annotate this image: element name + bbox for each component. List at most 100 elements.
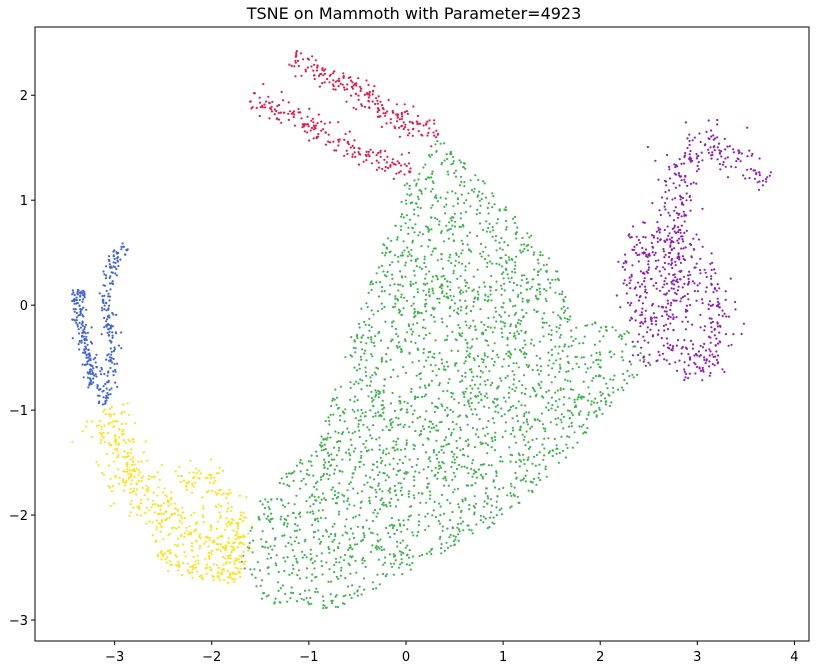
scatter-point: [273, 108, 276, 111]
scatter-point: [103, 326, 106, 329]
scatter-point: [304, 538, 307, 541]
y-tick-label: 0: [20, 299, 28, 314]
scatter-point: [668, 255, 671, 259]
scatter-point: [260, 597, 264, 600]
scatter-point: [388, 501, 391, 504]
y-tick-label: 2: [20, 89, 28, 104]
scatter-point: [368, 502, 371, 505]
scatter-point: [255, 106, 258, 109]
scatter-point: [671, 349, 674, 352]
scatter-point: [418, 311, 421, 314]
scatter-point: [682, 210, 685, 213]
scatter-point: [685, 347, 689, 350]
scatter-point: [138, 471, 141, 474]
scatter-point: [335, 594, 338, 597]
scatter-point: [100, 368, 104, 371]
scatter-point: [427, 245, 430, 248]
scatter-point: [356, 590, 359, 593]
scatter-point: [514, 233, 517, 236]
scatter-point: [409, 283, 412, 286]
scatter-point: [515, 386, 518, 389]
scatter-point: [402, 426, 405, 429]
scatter-point: [360, 454, 363, 457]
scatter-point: [371, 519, 374, 523]
scatter-point: [360, 388, 363, 391]
scatter-point: [351, 432, 354, 435]
scatter-point: [448, 378, 451, 381]
scatter-point: [371, 374, 374, 377]
scatter-point: [495, 471, 498, 475]
scatter-point: [680, 179, 683, 182]
scatter-point: [539, 251, 542, 254]
scatter-point: [375, 366, 378, 369]
scatter-point: [663, 268, 667, 271]
scatter-point: [568, 435, 571, 439]
scatter-point: [491, 437, 494, 440]
scatter-point: [554, 375, 557, 378]
scatter-point: [100, 306, 104, 309]
scatter-point: [670, 280, 673, 284]
scatter-point: [426, 282, 429, 285]
scatter-point: [686, 184, 689, 187]
scatter-point: [493, 486, 497, 489]
scatter-point: [440, 445, 443, 448]
scatter-point: [230, 505, 233, 509]
scatter-point: [451, 510, 454, 514]
scatter-point: [672, 182, 675, 185]
scatter-point: [565, 443, 568, 446]
scatter-point: [188, 531, 191, 535]
scatter-point: [368, 154, 371, 158]
scatter-point: [415, 184, 418, 187]
scatter-point: [102, 385, 105, 388]
scatter-point: [73, 310, 76, 313]
scatter-point: [365, 439, 368, 442]
scatter-point: [643, 277, 646, 280]
scatter-point: [617, 260, 620, 263]
scatter-point: [417, 524, 420, 527]
scatter-point: [405, 554, 408, 557]
scatter-point: [420, 192, 423, 195]
scatter-point: [133, 469, 136, 472]
scatter-point: [564, 295, 567, 299]
scatter-point: [82, 376, 85, 379]
scatter-point: [710, 268, 713, 271]
scatter-point: [403, 472, 406, 475]
scatter-point: [470, 467, 473, 471]
scatter-point: [723, 137, 726, 140]
scatter-point: [393, 449, 396, 452]
scatter-point: [483, 500, 486, 503]
scatter-point: [698, 282, 701, 285]
scatter-point: [667, 317, 670, 320]
scatter-point: [440, 448, 443, 452]
scatter-point: [348, 503, 351, 506]
scatter-point: [357, 98, 360, 101]
scatter-point: [519, 425, 522, 428]
scatter-point: [613, 374, 616, 377]
scatter-point: [628, 374, 631, 378]
scatter-point: [634, 251, 638, 255]
scatter-point: [643, 358, 646, 361]
scatter-point: [255, 585, 258, 588]
scatter-point: [438, 522, 441, 525]
scatter-point: [399, 489, 402, 492]
scatter-point: [245, 496, 248, 499]
scatter-point: [483, 354, 486, 357]
scatter-point: [539, 386, 542, 389]
scatter-point: [694, 372, 697, 375]
scatter-point: [457, 324, 460, 327]
scatter-point: [507, 256, 510, 259]
scatter-point: [78, 298, 81, 302]
scatter-point: [86, 343, 89, 346]
scatter-point: [624, 260, 627, 263]
scatter-point: [251, 551, 254, 554]
scatter-point: [526, 458, 529, 462]
scatter-point: [108, 282, 112, 285]
scatter-point: [655, 230, 659, 233]
scatter-point: [92, 377, 95, 380]
scatter-point: [445, 443, 448, 446]
scatter-point: [509, 356, 512, 359]
scatter-point: [404, 339, 407, 343]
scatter-point: [450, 395, 453, 398]
scatter-point: [379, 462, 383, 465]
scatter-point: [508, 331, 512, 335]
